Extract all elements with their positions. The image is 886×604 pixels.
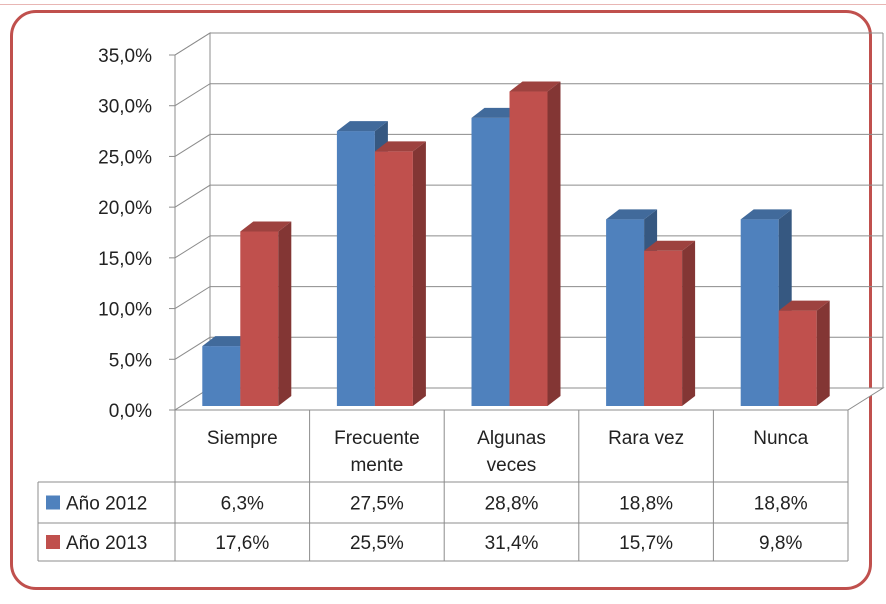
bar-front <box>509 91 548 406</box>
data-table-value: 6,3% <box>221 494 264 515</box>
data-table-value: 31,4% <box>485 533 539 554</box>
data-table: Siempre Frecuente mente Algunas veces Rara ve… <box>37 409 849 562</box>
legend-label: Año 2013 <box>66 533 147 554</box>
y-tick-label: 5,0% <box>109 350 152 371</box>
bar-top <box>240 221 292 232</box>
x-category-label: mente <box>350 455 403 476</box>
top-rule <box>0 4 886 5</box>
bar-front <box>740 219 779 406</box>
x-category-label: Nunca <box>753 428 808 449</box>
bar-front <box>240 231 279 406</box>
data-table-value: 25,5% <box>350 533 404 554</box>
bar-front <box>202 346 241 406</box>
gridline <box>174 83 883 107</box>
y-tick-label: 35,0% <box>98 46 152 67</box>
bars <box>202 81 830 407</box>
legend-label: Año 2012 <box>66 494 147 515</box>
bar-side <box>547 81 561 406</box>
gridline <box>174 235 883 259</box>
bar-front <box>644 250 683 406</box>
bar-top <box>644 240 696 251</box>
bar-front <box>778 310 817 406</box>
bar-front <box>606 219 645 406</box>
data-table-value: 28,8% <box>485 494 539 515</box>
x-category-label: veces <box>487 455 537 476</box>
bar-top <box>374 141 426 152</box>
bar-side <box>682 240 696 406</box>
data-table-value: 17,6% <box>215 533 269 554</box>
legend-swatch <box>46 495 60 510</box>
y-tick-label: 10,0% <box>98 300 152 321</box>
gridline <box>174 133 883 157</box>
data-table-value: 27,5% <box>350 494 404 515</box>
data-table-value: 18,8% <box>619 494 673 515</box>
x-category-label: Algunas <box>477 428 546 449</box>
bar-side <box>278 221 292 406</box>
y-axis-ticks: 0,0% 5,0% 10,0% 15,0% 20,0% 25,0% 30,0% 35,0% <box>98 46 175 422</box>
x-category-label: Rara vez <box>608 428 684 449</box>
y-tick-label: 25,0% <box>98 147 152 168</box>
chart-frame <box>10 10 872 590</box>
y-tick-label: 30,0% <box>98 97 152 118</box>
data-table-value: 15,7% <box>619 533 673 554</box>
bar-top <box>740 209 792 220</box>
y-tick-label: 20,0% <box>98 198 152 219</box>
bar-top <box>606 209 658 220</box>
bar-side <box>412 141 426 406</box>
data-table-value: 18,8% <box>754 494 808 515</box>
y-tick-label: 15,0% <box>98 249 152 270</box>
bar-side <box>816 300 830 406</box>
bar-front <box>336 131 375 407</box>
bar-front <box>471 117 510 406</box>
x-category-label: Siempre <box>207 428 278 449</box>
bar-top <box>509 81 561 92</box>
gridline <box>174 32 883 56</box>
legend-swatch <box>46 535 60 549</box>
x-category-label: Frecuente <box>334 428 420 449</box>
y-tick-label: 0,0% <box>109 401 152 422</box>
bar-top <box>778 300 830 311</box>
data-table-value: 9,8% <box>759 533 802 554</box>
bar-top <box>336 121 388 132</box>
bar-front <box>374 151 413 406</box>
gridline <box>174 184 883 208</box>
